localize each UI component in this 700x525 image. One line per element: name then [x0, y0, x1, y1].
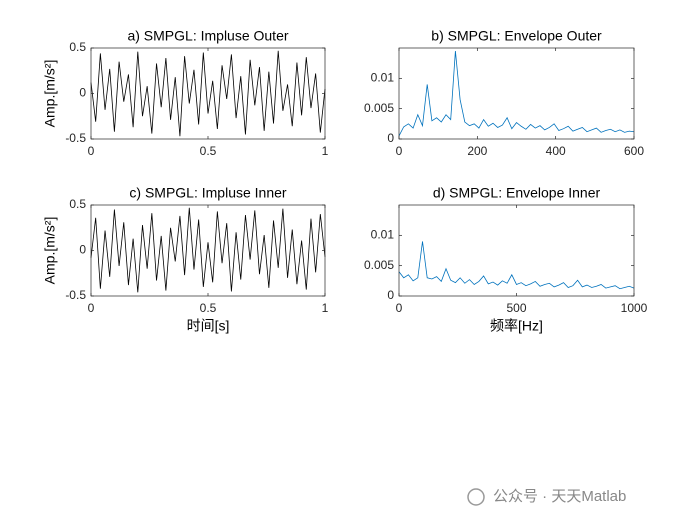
y-tick-label: 0 [79, 86, 86, 100]
x-axis-label: 频率[Hz] [490, 318, 543, 334]
y-tick-label: 0.01 [371, 71, 395, 85]
y-tick-label: -0.5 [65, 131, 86, 145]
watermark-icon [467, 488, 485, 506]
x-axis-label: 时间[s] [187, 318, 230, 334]
y-tick-label: 0 [79, 243, 86, 257]
y-tick-label: 0.01 [371, 228, 395, 242]
subplot-title: d) SMPGL: Envelope Inner [433, 185, 601, 201]
y-tick-label: -0.5 [65, 288, 86, 302]
y-tick-label: 0 [387, 288, 394, 302]
x-tick-label: 0 [396, 301, 403, 315]
data-line [398, 50, 635, 137]
x-tick-label: 600 [624, 144, 644, 158]
data-line [90, 50, 326, 137]
y-tick-label: 0.005 [364, 258, 394, 272]
x-tick-label: 1000 [621, 301, 648, 315]
y-tick-label: 0.5 [69, 40, 86, 54]
y-axis-label: Amp.[m/s²] [42, 60, 58, 128]
x-tick-label: 0.5 [200, 301, 217, 315]
x-tick-label: 0 [396, 144, 403, 158]
watermark: 公众号 · 天天Matlab [493, 488, 626, 505]
subplot-title: a) SMPGL: Impluse Outer [127, 28, 288, 44]
y-tick-label: 0.005 [364, 101, 394, 115]
y-axis-label: Amp.[m/s²] [42, 217, 58, 285]
x-tick-label: 0 [88, 144, 95, 158]
y-tick-label: 0 [387, 131, 394, 145]
x-tick-label: 500 [506, 301, 526, 315]
y-tick-label: 0.5 [69, 197, 86, 211]
x-tick-label: 0 [88, 301, 95, 315]
subplot-title: c) SMPGL: Impluse Inner [129, 185, 287, 201]
data-line [90, 207, 326, 293]
data-line [398, 241, 635, 290]
x-tick-label: 400 [546, 144, 566, 158]
x-tick-label: 0.5 [200, 144, 217, 158]
x-tick-label: 1 [322, 301, 329, 315]
subplot-title: b) SMPGL: Envelope Outer [431, 28, 602, 44]
x-tick-label: 1 [322, 144, 329, 158]
axes-box [398, 47, 635, 140]
x-tick-label: 200 [467, 144, 487, 158]
